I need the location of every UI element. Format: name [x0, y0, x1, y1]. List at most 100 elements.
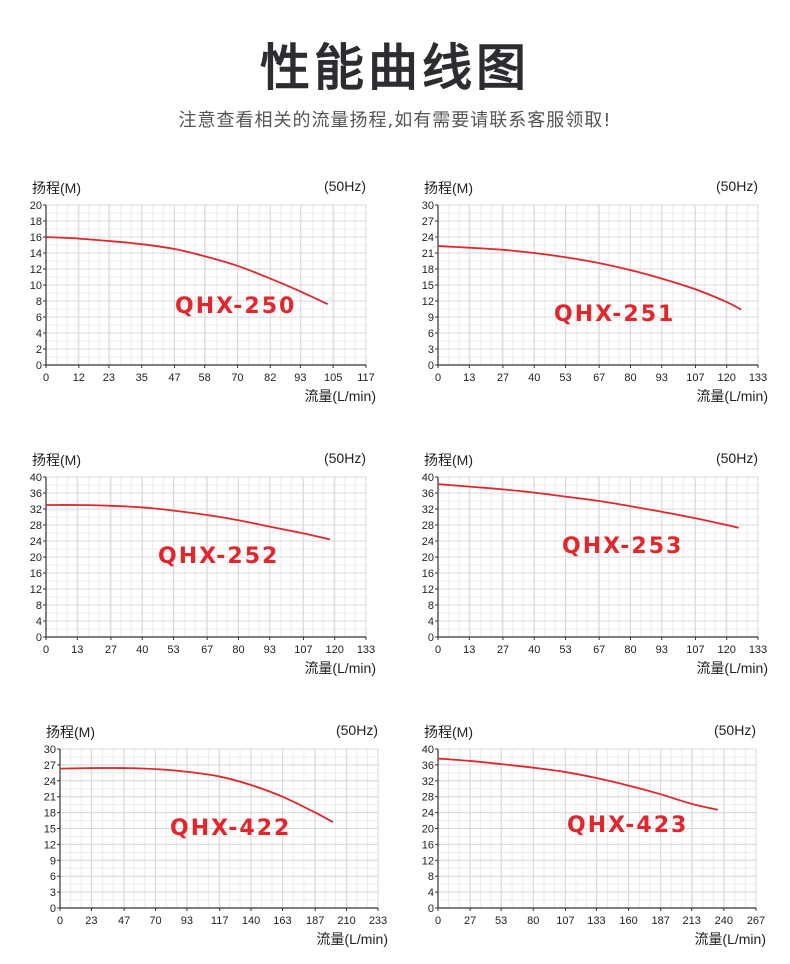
- y-tick-label: 36: [422, 488, 434, 500]
- y-tick-label: 15: [422, 280, 434, 292]
- x-tick-label: 93: [294, 372, 306, 384]
- x-tick-label: 0: [43, 644, 49, 656]
- y-tick-label: 12: [422, 296, 434, 308]
- y-tick-label: 18: [422, 264, 434, 276]
- x-tick-label: 53: [167, 644, 179, 656]
- x-tick-label: 93: [656, 372, 668, 384]
- y-tick-label: 24: [422, 808, 434, 820]
- y-tick-label: 12: [422, 855, 434, 867]
- y-tick-label: 9: [428, 312, 434, 324]
- frequency-label: (50Hz): [323, 178, 366, 194]
- x-tick-label: 53: [559, 644, 571, 656]
- y-tick-label: 8: [428, 600, 434, 612]
- chart-svg: 0 13 27 40 53 67 80 93 107 120 133 0 3 6 9 12 15 18 21 24 27…: [422, 200, 767, 384]
- y-tick-label: 24: [422, 536, 434, 548]
- x-tick-label: 53: [495, 915, 507, 927]
- x-tick-label: 67: [593, 372, 605, 384]
- x-tick-label: 240: [715, 915, 733, 927]
- performance-curve: [437, 483, 739, 529]
- y-tick-label: 27: [44, 760, 56, 772]
- x-axis-label: 流量(L/min): [694, 931, 766, 947]
- x-tick-label: 133: [749, 644, 767, 656]
- x-tick-label: 0: [435, 915, 441, 927]
- x-tick-label: 80: [527, 915, 539, 927]
- x-tick-label: 27: [105, 644, 117, 656]
- x-tick-label: 47: [168, 372, 180, 384]
- y-tick-label: 6: [428, 328, 434, 340]
- y-tick-label: 0: [36, 632, 42, 644]
- x-tick-label: 93: [264, 644, 276, 656]
- y-tick-label: 32: [422, 776, 434, 788]
- y-axis-label: 扬程(M): [424, 724, 473, 740]
- model-label: QHX-252: [158, 544, 280, 569]
- y-axis-label: 扬程(M): [424, 180, 473, 196]
- x-tick-label: 163: [273, 915, 291, 927]
- y-tick-label: 4: [428, 616, 434, 628]
- y-tick-label: 12: [422, 584, 434, 596]
- y-tick-label: 40: [30, 472, 42, 484]
- y-tick-label: 40: [422, 472, 434, 484]
- y-tick-label: 20: [422, 552, 434, 564]
- x-tick-label: 133: [357, 644, 375, 656]
- x-tick-label: 40: [528, 644, 540, 656]
- y-tick-label: 28: [422, 520, 434, 532]
- y-tick-label: 24: [422, 232, 434, 244]
- x-tick-label: 12: [73, 372, 85, 384]
- x-axis-label: 流量(L/min): [304, 388, 376, 404]
- x-tick-label: 27: [497, 372, 509, 384]
- y-tick-label: 10: [30, 280, 42, 292]
- y-tick-label: 18: [30, 216, 42, 228]
- page-subtitle: 注意查看相关的流量扬程,如有需要请联系客服领取!: [178, 110, 612, 131]
- chart-qhx-250: 0 12 23 35 47 58 70 82 93 105 117 0 2 4 6 8 10 12 14 16 18 20…: [0, 172, 376, 404]
- y-axis-label: 扬程(M): [32, 180, 81, 196]
- performance-curve: [437, 757, 719, 811]
- x-tick-label: 107: [294, 644, 312, 656]
- performance-curve: [59, 767, 334, 823]
- x-tick-label: 133: [749, 372, 767, 384]
- x-tick-label: 67: [593, 644, 605, 656]
- x-tick-label: 117: [211, 915, 229, 927]
- x-tick-label: 23: [85, 915, 97, 927]
- model-label: QHX-251: [554, 302, 676, 327]
- y-tick-label: 12: [30, 264, 42, 276]
- y-tick-label: 12: [30, 584, 42, 596]
- y-axis-label: 扬程(M): [424, 452, 473, 468]
- y-tick-label: 3: [50, 887, 56, 899]
- x-tick-label: 107: [686, 372, 704, 384]
- x-tick-label: 70: [149, 915, 161, 927]
- y-tick-label: 12: [44, 839, 56, 851]
- y-tick-label: 16: [422, 568, 434, 580]
- x-axis-label: 流量(L/min): [304, 660, 376, 676]
- y-tick-label: 18: [44, 808, 56, 820]
- x-tick-label: 210: [337, 915, 355, 927]
- x-tick-label: 187: [306, 915, 324, 927]
- y-tick-label: 28: [422, 792, 434, 804]
- y-tick-label: 8: [428, 871, 434, 883]
- x-tick-label: 120: [326, 644, 344, 656]
- y-tick-label: 14: [30, 248, 42, 260]
- x-tick-label: 13: [463, 644, 475, 656]
- chart-svg: 0 23 47 70 93 117 140 163 187 210 233 0 3 6 9 12 15 18 21 2…: [44, 744, 387, 927]
- y-tick-label: 2: [36, 344, 42, 356]
- chart-qhx-422: 0 23 47 70 93 117 140 163 187 210 233 0 3 6 9 12 15 18 21 2…: [0, 716, 388, 947]
- x-tick-label: 93: [656, 644, 668, 656]
- y-tick-label: 30: [422, 200, 434, 212]
- x-tick-label: 117: [357, 372, 375, 384]
- y-tick-label: 28: [30, 520, 42, 532]
- y-axis-label: 扬程(M): [32, 452, 81, 468]
- x-tick-label: 105: [324, 372, 342, 384]
- y-tick-label: 21: [44, 792, 56, 804]
- y-tick-label: 0: [428, 632, 434, 644]
- y-tick-label: 21: [422, 248, 434, 260]
- model-label: QHX-253: [562, 534, 684, 559]
- y-tick-label: 8: [36, 600, 42, 612]
- x-tick-label: 70: [231, 372, 243, 384]
- x-tick-label: 40: [136, 644, 148, 656]
- chart-qhx-423: 0 27 53 80 107 133 160 187 213 240 267 0 4 8 12 16 20 24 2…: [392, 716, 766, 947]
- chart-qhx-252: 0 13 27 40 53 67 80 93 107 120 133 0 4 8 12 16 20 24 28 32 3…: [0, 444, 376, 676]
- x-tick-label: 0: [435, 372, 441, 384]
- x-axis-label: 流量(L/min): [696, 388, 768, 404]
- chart-qhx-251: 0 13 27 40 53 67 80 93 107 120 133 0 3 6 9 12 15 18 21 24 27…: [392, 172, 768, 404]
- x-tick-label: 267: [747, 915, 765, 927]
- y-tick-label: 24: [44, 776, 56, 788]
